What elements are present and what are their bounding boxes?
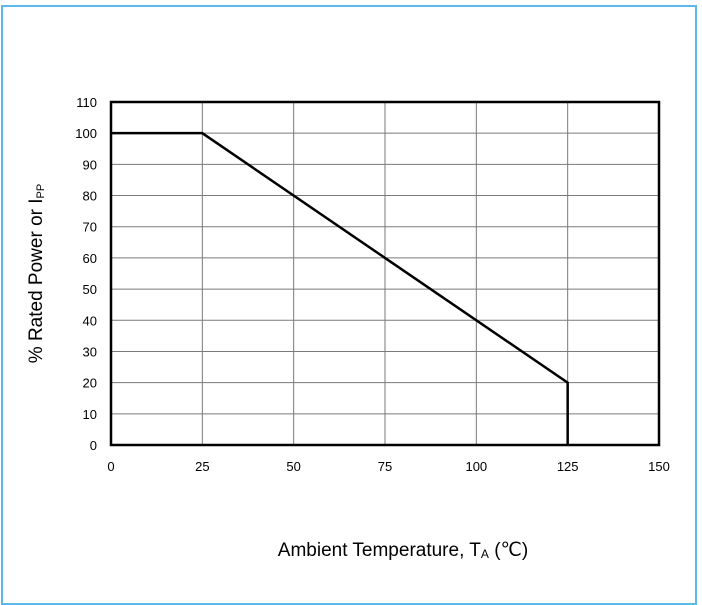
y-tick-label: 70 <box>83 220 97 235</box>
x-tick-label: 50 <box>286 459 300 474</box>
x-axis-label-unit: (℃) <box>489 540 528 561</box>
chart-frame <box>1 5 697 605</box>
x-axis-label: Ambient Temperature, TA (℃) <box>278 540 528 561</box>
x-tick-label: 0 <box>107 459 114 474</box>
derating-chart: 0 25 50 75 100 125 150 0 10 20 30 40 50 60 70 80 90 100 11… <box>26 95 670 561</box>
y-axis-label-subscript: PP <box>35 184 47 199</box>
y-tick-label: 100 <box>75 126 97 141</box>
x-tick-label: 150 <box>648 459 670 474</box>
x-tick-label: 100 <box>465 459 487 474</box>
data-series <box>111 131 569 445</box>
x-tick-label: 75 <box>378 459 392 474</box>
plot-area-border <box>109 100 661 447</box>
x-axis-label-subscript: A <box>481 547 489 561</box>
y-tick-label: 80 <box>83 189 97 204</box>
grid-lines <box>111 102 659 445</box>
y-tick-label: 40 <box>83 313 97 328</box>
x-tick-label: 25 <box>195 459 209 474</box>
y-tick-label: 0 <box>90 438 97 453</box>
y-tick-label: 50 <box>83 282 97 297</box>
derating-curve <box>111 131 569 445</box>
x-axis-label-main: Ambient Temperature, T <box>278 540 482 561</box>
tick-labels: 0 25 50 75 100 125 150 0 10 20 30 40 50 60 70 80 90 100 11… <box>75 95 670 474</box>
y-tick-label: 10 <box>83 407 97 422</box>
y-tick-label: 60 <box>83 251 97 266</box>
y-tick-label: 20 <box>83 376 97 391</box>
y-axis-label: % Rated Power or IPP <box>26 184 47 363</box>
y-tick-label: 110 <box>76 95 97 110</box>
y-tick-label: 90 <box>83 157 97 172</box>
y-tick-label: 30 <box>83 344 97 359</box>
x-tick-label: 125 <box>557 459 579 474</box>
y-axis-label-main: % Rated Power or I <box>26 198 47 363</box>
